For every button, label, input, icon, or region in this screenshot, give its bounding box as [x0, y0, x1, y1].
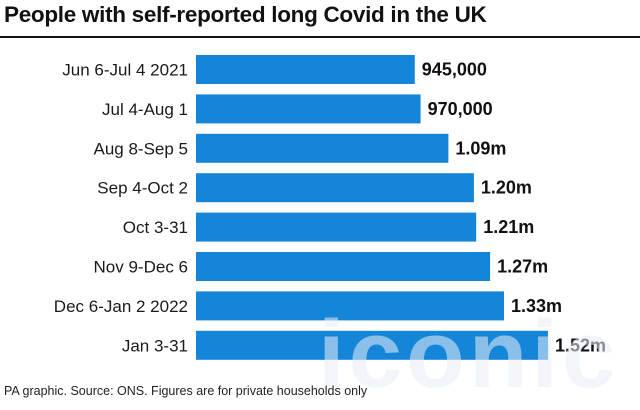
bar-chart: Jun 6-Jul 4 2021 945,000 Jul 4-Aug 1 970,00… — [54, 55, 606, 360]
category-label-oct-3-31: Oct 3-31 — [123, 218, 188, 237]
title-rule — [0, 36, 640, 38]
source-note: PA graphic. Source: ONS. Figures are for… — [4, 384, 368, 398]
category-label-dec-6-jan-2-2022: Dec 6-Jan 2 2022 — [54, 297, 188, 316]
category-label-jun-6-jul-4-2021: Jun 6-Jul 4 2021 — [62, 61, 188, 80]
value-label-oct-3-31: 1.21m — [483, 217, 534, 237]
bar-sep-4-oct-2 — [196, 173, 474, 203]
value-label-dec-6-jan-2-2022: 1.33m — [511, 296, 562, 316]
bar-aug-8-sep-5 — [196, 133, 449, 163]
value-label-jun-6-jul-4-2021: 945,000 — [422, 60, 487, 80]
value-label-jul-4-aug-1: 970,000 — [428, 99, 493, 119]
value-label-sep-4-oct-2: 1.20m — [481, 178, 532, 198]
category-label-aug-8-sep-5: Aug 8-Sep 5 — [93, 139, 188, 158]
category-label-nov-9-dec-6: Nov 9-Dec 6 — [94, 258, 188, 277]
bar-nov-9-dec-6 — [196, 252, 491, 281]
bar-jul-4-aug-1 — [196, 94, 421, 124]
category-label-sep-4-oct-2: Sep 4-Oct 2 — [97, 179, 188, 198]
bar-oct-3-31 — [196, 212, 477, 242]
value-label-jan-3-31: 1.52m — [555, 335, 606, 355]
chart-title: People with self-reported long Covid in … — [4, 2, 487, 27]
category-label-jan-3-31: Jan 3-31 — [122, 336, 188, 355]
category-label-jul-4-aug-1: Jul 4-Aug 1 — [102, 100, 188, 119]
bar-jan-3-31 — [196, 330, 548, 360]
value-label-aug-8-sep-5: 1.09m — [455, 138, 506, 158]
value-label-nov-9-dec-6: 1.27m — [497, 257, 548, 277]
bar-dec-6-jan-2-2022 — [196, 291, 504, 321]
bar-jun-6-jul-4-2021 — [196, 55, 415, 84]
